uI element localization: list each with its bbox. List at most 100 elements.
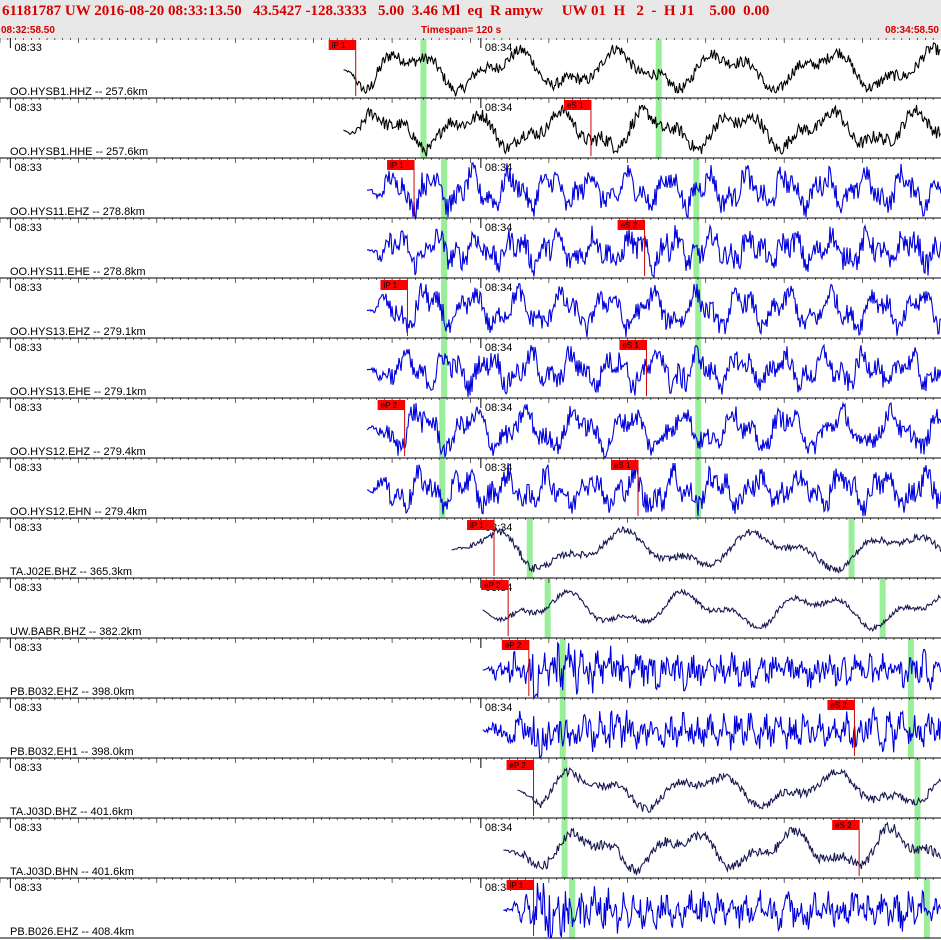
pick-flag[interactable]	[467, 520, 495, 530]
time-marker	[695, 339, 702, 398]
station-label: OO.HYS11.EHE -- 278.8km	[10, 266, 146, 278]
pick-label: iP 1	[383, 281, 397, 290]
pick-flag[interactable]	[506, 880, 534, 890]
station-label: OO.HYSB1.HHZ -- 257.6km	[10, 86, 148, 98]
time-marker	[420, 39, 427, 98]
pick-label: eS 1	[614, 461, 631, 470]
waveform	[451, 526, 941, 574]
minute-label: 08:34	[485, 162, 513, 174]
time-marker	[526, 519, 533, 578]
time-marker	[441, 159, 448, 218]
time-marker	[693, 219, 700, 278]
pick-flag[interactable]	[481, 580, 509, 590]
trace-row[interactable]: 08:33 08:34 iP 1 OO.HYSB1.HHZ -- 257.6km	[0, 38, 941, 99]
trace-row[interactable]: 08:33 08:34 eS 2 PB.B032.EH1 -- 398.0km	[0, 698, 941, 759]
pick-flag[interactable]	[617, 220, 645, 230]
pick-flag[interactable]	[610, 460, 638, 470]
minute-label: 08:33	[14, 702, 42, 714]
trace-row[interactable]: 08:33 08:34 eP 2 OO.HYS12.EHZ -- 279.4km	[0, 398, 941, 459]
station-label: PB.B032.EH1 -- 398.0km	[10, 746, 134, 758]
minute-label: 08:33	[14, 762, 42, 774]
minute-label: 08:33	[14, 222, 42, 234]
waveform	[482, 706, 941, 758]
minute-label: 08:33	[14, 462, 42, 474]
time-marker	[923, 879, 930, 938]
waveform	[366, 401, 941, 458]
trace-row[interactable]: 08:33 08:34 eS 2 TA.J03D.BHN -- 401.6km	[0, 818, 941, 879]
minute-label: 08:34	[485, 342, 513, 354]
station-label: OO.HYS13.EHZ -- 279.1km	[10, 326, 146, 338]
pick-flag[interactable]	[380, 280, 408, 290]
waveform	[503, 821, 941, 876]
minute-label: 08:33	[14, 402, 42, 414]
time-marker	[848, 519, 855, 578]
time-marker	[561, 759, 568, 818]
pick-label: eS 2	[830, 701, 847, 710]
waveform	[482, 641, 941, 698]
pick-label: iP 1	[510, 881, 524, 890]
time-marker	[907, 699, 914, 758]
minute-label: 08:34	[485, 402, 513, 414]
waveform	[343, 104, 941, 157]
trace-row[interactable]: 08:33 08:34 eS 1 OO.HYSB1.HHE -- 257.6km	[0, 98, 941, 159]
time-marker	[559, 699, 566, 758]
trace-row[interactable]: 08:33 08:34 eS 1 OO.HYS13.EHE -- 279.1km	[0, 338, 941, 399]
pick-label: eS 1	[567, 101, 584, 110]
station-label: OO.HYSB1.HHE -- 257.6km	[10, 146, 148, 158]
minute-label: 08:34	[485, 462, 513, 474]
station-label: UW.BABR.BHZ -- 382.2km	[10, 626, 141, 638]
minute-label: 08:34	[485, 702, 513, 714]
timespan-label: Timespan= 120 s	[421, 25, 502, 36]
time-marker	[439, 399, 446, 458]
pick-flag[interactable]	[501, 640, 529, 650]
minute-label: 08:34	[485, 882, 513, 894]
minute-label: 08:33	[14, 282, 42, 294]
pick-label: eS 2	[835, 821, 852, 830]
time-marker	[655, 99, 662, 158]
minute-label: 08:33	[14, 42, 42, 54]
trace-row[interactable]: 08:33 08:34 eS 1 OO.HYS12.EHN -- 279.4km	[0, 458, 941, 519]
waveform	[482, 588, 941, 632]
waveform	[517, 767, 941, 813]
pick-flag[interactable]	[827, 700, 855, 710]
station-label: TA.J03D.BHN -- 401.6km	[10, 866, 134, 878]
pick-flag[interactable]	[563, 100, 591, 110]
minute-label: 08:33	[14, 642, 42, 654]
trace-row[interactable]: 08:33 eP 2 TA.J03D.BHZ -- 401.6km	[0, 758, 941, 819]
minute-label: 08:33	[14, 102, 42, 114]
minute-label: 08:33	[14, 822, 42, 834]
minute-label: 08:34	[485, 42, 513, 54]
trace-row[interactable]: 08:33 08:34 iP 1 OO.HYS13.EHZ -- 279.1km	[0, 278, 941, 339]
pick-flag[interactable]	[377, 400, 405, 410]
station-label: OO.HYS11.EHZ -- 278.8km	[10, 206, 145, 218]
time-marker	[879, 579, 886, 638]
pick-flag[interactable]	[387, 160, 415, 170]
pick-label: eP 2	[381, 401, 398, 410]
trace-row[interactable]: 08:33 eP 2 PB.B032.EHZ -- 398.0km	[0, 638, 941, 699]
time-marker	[439, 459, 446, 518]
station-label: TA.J03D.BHZ -- 401.6km	[10, 806, 133, 818]
pick-label: iP 1	[390, 161, 404, 170]
time-marker	[559, 639, 566, 698]
pick-label: eP 2	[484, 581, 501, 590]
station-label: PB.B026.EHZ -- 408.4km	[10, 926, 134, 938]
trace-row[interactable]: 08:33 08:34 iP 1 OO.HYS11.EHZ -- 278.8km	[0, 158, 941, 219]
waveform	[366, 162, 941, 218]
waveform	[343, 42, 941, 97]
pick-flag[interactable]	[619, 340, 647, 350]
time-marker	[569, 879, 576, 938]
trace-row[interactable]: 08:33 08:34 eS 2 OO.HYS11.EHE -- 278.8km	[0, 218, 941, 279]
pick-flag[interactable]	[328, 40, 356, 50]
minute-label: 08:34	[485, 102, 513, 114]
pick-flag[interactable]	[506, 760, 534, 770]
start-time-label: 08:32:58.50	[1, 25, 55, 36]
pick-label: eS 2	[621, 221, 638, 230]
time-marker	[695, 459, 702, 518]
pick-label: iP 1	[470, 521, 484, 530]
waveform	[366, 282, 941, 338]
pick-flag[interactable]	[832, 820, 860, 830]
